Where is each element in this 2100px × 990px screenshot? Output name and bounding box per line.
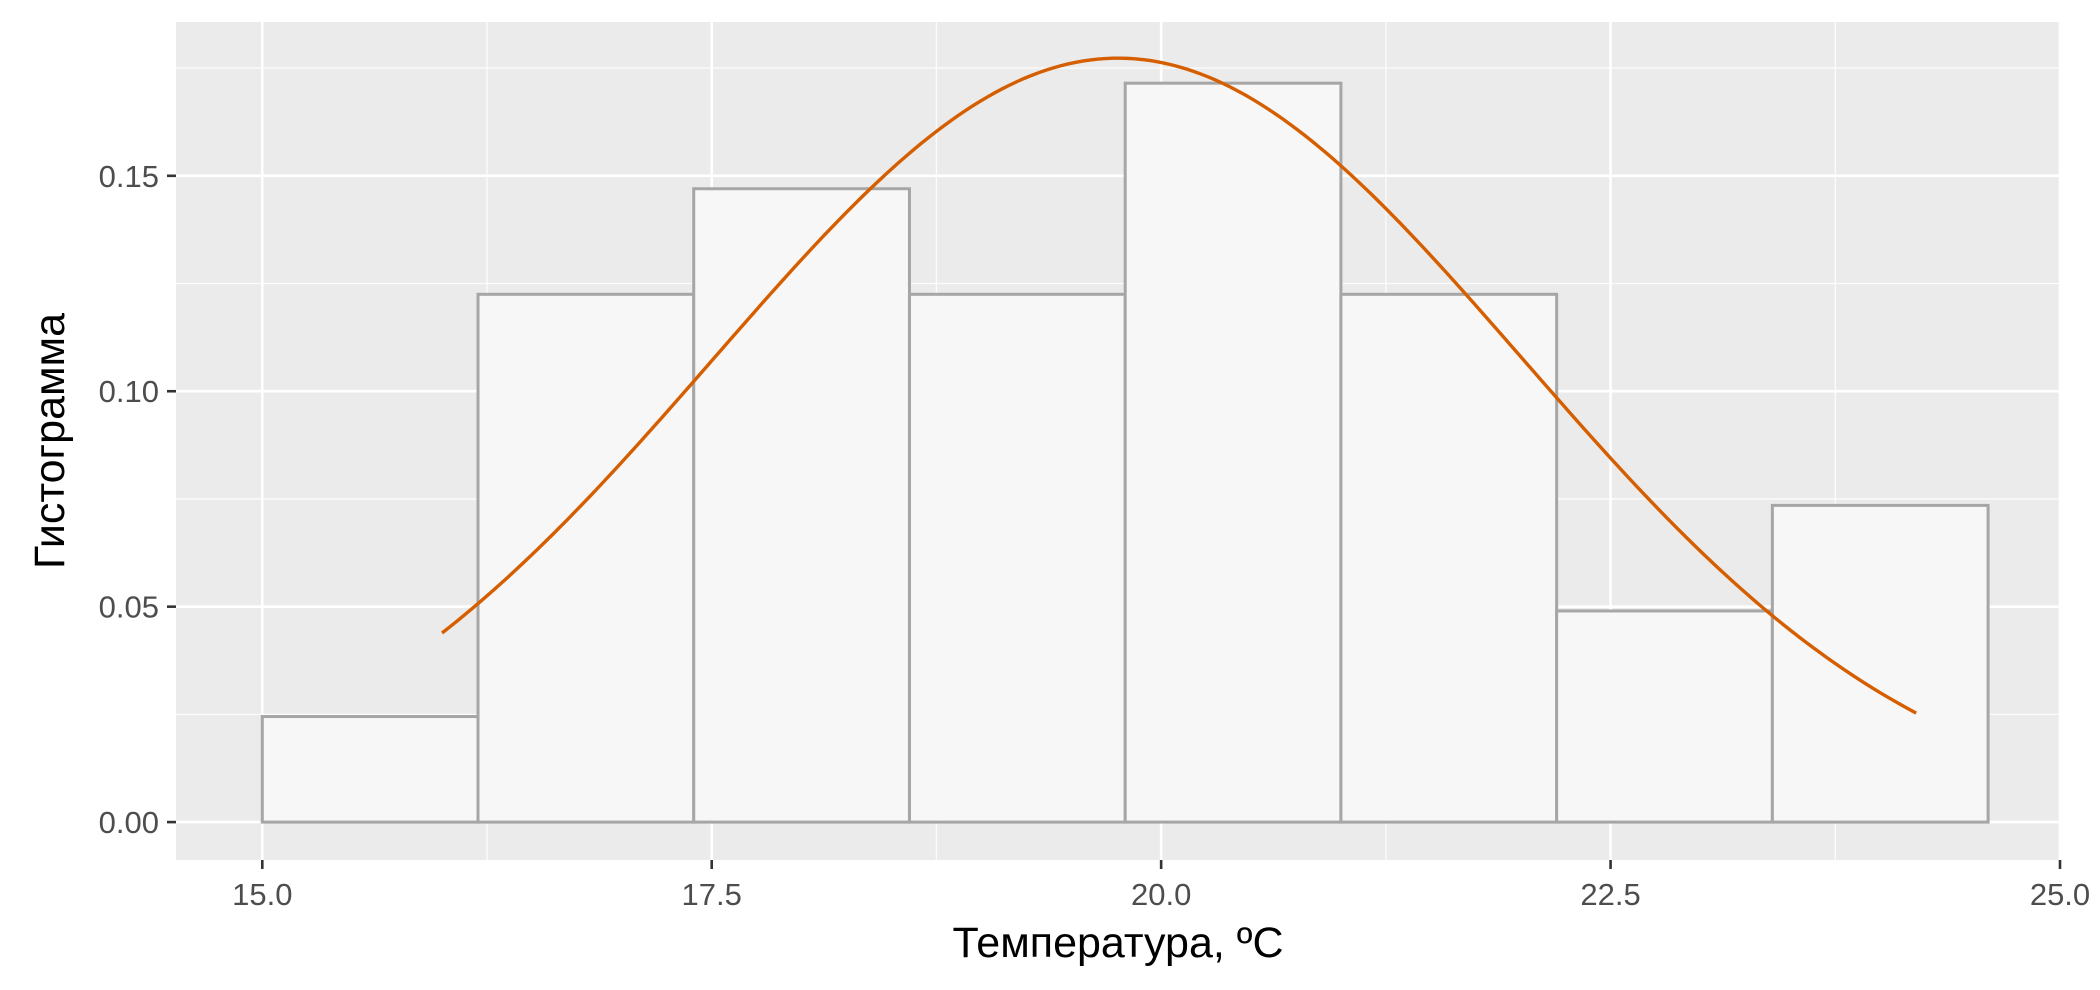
x-axis-title: Температура, ºC: [952, 919, 1283, 967]
histogram-bar: [1339, 292, 1559, 824]
histogram-bar: [1123, 81, 1343, 824]
x-tick-label: 22.5: [1580, 877, 1640, 912]
y-tick-label: 0.00: [99, 805, 159, 840]
x-axis: 15.0 17.5 20.0 22.5 25.0: [232, 860, 2090, 912]
histogram-bar: [1770, 503, 1990, 824]
y-axis: 0.00 0.05 0.10 0.15: [99, 159, 176, 840]
x-tick-label: 17.5: [682, 877, 742, 912]
x-tick-label: 20.0: [1131, 877, 1191, 912]
y-axis-title: Гистограмма: [26, 313, 74, 569]
histogram-bars: [260, 81, 1990, 824]
histogram-bar: [907, 292, 1127, 824]
x-tick-label: 25.0: [2030, 877, 2090, 912]
histogram-bar: [1555, 609, 1774, 824]
histogram-bar: [260, 715, 480, 824]
x-tick-label: 15.0: [232, 877, 292, 912]
y-tick-label: 0.05: [99, 590, 159, 625]
y-tick-label: 0.15: [99, 159, 159, 194]
histogram-bar: [476, 292, 696, 824]
density-curve: [441, 56, 1917, 715]
histogram-bar: [692, 187, 911, 824]
y-tick-label: 0.10: [99, 374, 159, 409]
